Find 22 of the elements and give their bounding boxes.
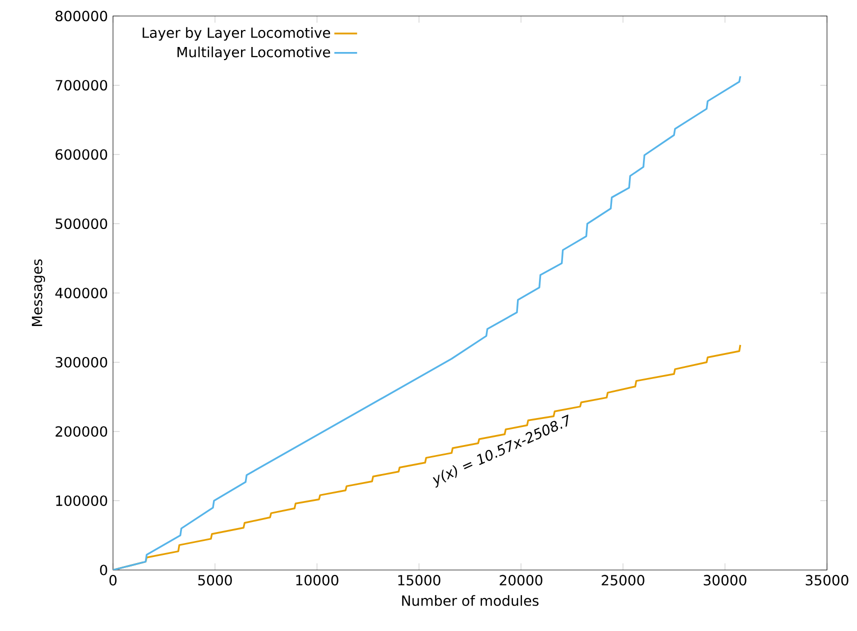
y-tick-label: 800000 [56,10,108,22]
x-tick-label: 35000 [806,574,848,586]
y-tick-label: 200000 [56,426,108,437]
x-tick-label: 30000 [704,574,746,586]
x-tick-label: 10000 [296,574,338,586]
legend-label: Multilayer Locomotive [178,46,330,60]
y-tick-label: 0 [100,564,108,576]
y-tick-label: 400000 [55,288,108,298]
x-tick-label: 0 [109,574,117,586]
y-tick-label: 700000 [56,80,108,91]
y-tick-label: 600000 [56,149,108,160]
x-tick-label: 15000 [398,574,440,586]
line-series [113,75,742,570]
legend-label: Layer by Layer Locomotive [142,27,330,41]
y-tick-label: 100000 [56,495,108,506]
x-tick-label: 5000 [198,574,232,586]
y-tick-label: 300000 [56,356,108,368]
x-tick-label: 20000 [500,574,542,586]
x-tick-label: 25000 [602,574,644,586]
y-axis-title: Messages [32,259,46,326]
y-tick-label: 500000 [56,218,108,230]
x-axis-title: Number of modules [402,595,539,606]
